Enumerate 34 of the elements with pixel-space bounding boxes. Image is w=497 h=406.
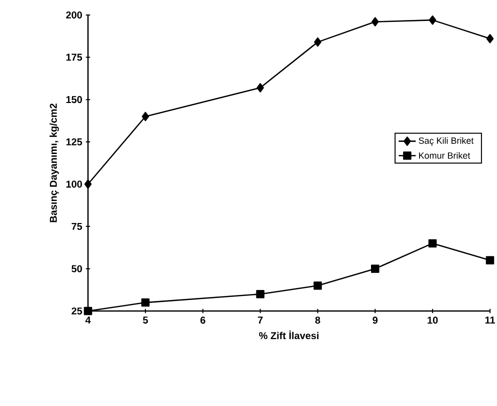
point [314,281,322,290]
point [84,306,92,316]
x-tick-label: 9 [372,316,378,324]
point [372,17,379,26]
point [256,290,264,298]
point [486,256,494,264]
point [428,239,437,248]
y-tick-label: 25 [72,307,82,315]
legend-label: Komur Briket [419,152,470,159]
point [256,83,264,92]
point [371,264,380,273]
x-axis-title: % Zift İlavesi [259,330,318,340]
y-axis-title: Basınç Dayanımı, kg/cm2 [50,104,59,222]
x-tick-label: 8 [315,316,320,324]
x-tick-label: 7 [258,316,263,324]
x-tick-label: 6 [200,316,206,324]
y-tick-label: 75 [72,222,82,230]
point [84,180,92,189]
y-tick-label: 50 [72,265,82,272]
x-tick-label: 10 [428,316,438,324]
x-tick-label: 11 [485,316,495,324]
x-tick-label: 5 [142,316,148,324]
y-tick-label: 200 [66,11,82,19]
legend-label: Saç Kili Briket [418,137,474,146]
y-tick-label: 100 [66,180,82,188]
point [314,37,322,47]
x-tick-label: 4 [85,316,91,324]
point [142,112,150,122]
y-tick-label: 175 [66,54,82,61]
y-tick-label: 150 [66,96,82,104]
y-tick-label: 125 [66,138,82,146]
point [428,15,436,25]
point [486,34,494,44]
point [141,298,150,307]
